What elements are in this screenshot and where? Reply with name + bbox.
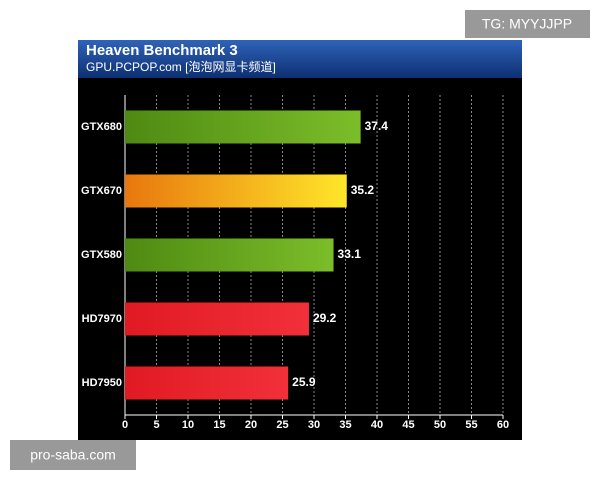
x-tick-label: 15 xyxy=(213,419,225,431)
watermark: TG: MYYJJPP xyxy=(482,16,572,32)
watermark-box xyxy=(10,440,136,470)
value-label: 33.1 xyxy=(338,247,362,261)
x-tick-label: 5 xyxy=(153,419,159,431)
x-tick-label: 50 xyxy=(434,419,446,431)
x-tick-label: 30 xyxy=(308,419,320,431)
bar xyxy=(125,238,334,272)
x-tick-label: 40 xyxy=(371,419,383,431)
y-tick-label: GTX670 xyxy=(81,185,122,197)
x-tick-label: 35 xyxy=(339,419,351,431)
x-tick-label: 0 xyxy=(122,419,128,431)
value-label: 29.2 xyxy=(313,311,337,325)
bar xyxy=(125,302,309,336)
watermark-box xyxy=(465,10,590,38)
x-tick-label: 20 xyxy=(245,419,257,431)
x-tick-label: 10 xyxy=(182,419,194,431)
x-tick-label: 45 xyxy=(402,419,414,431)
y-tick-label: GTX680 xyxy=(81,121,122,133)
x-tick-label: 25 xyxy=(276,419,288,431)
bar xyxy=(125,366,289,400)
x-tick-label: 60 xyxy=(497,419,509,431)
value-label: 25.9 xyxy=(292,375,316,389)
x-tick-label: 55 xyxy=(465,419,477,431)
title-bar xyxy=(78,40,522,78)
bar xyxy=(125,110,361,144)
y-tick-label: GTX580 xyxy=(81,249,122,261)
y-tick-label: HD7970 xyxy=(82,313,122,325)
chart-title: Heaven Benchmark 3 xyxy=(86,42,238,59)
value-label: 35.2 xyxy=(351,183,375,197)
chart-subtitle: GPU.PCPOP.com [泡泡网显卡频道] xyxy=(86,60,276,74)
value-label: 37.4 xyxy=(365,119,389,133)
watermark: pro-saba.com xyxy=(30,447,116,463)
y-tick-label: HD7950 xyxy=(82,377,122,389)
bar xyxy=(125,174,347,208)
